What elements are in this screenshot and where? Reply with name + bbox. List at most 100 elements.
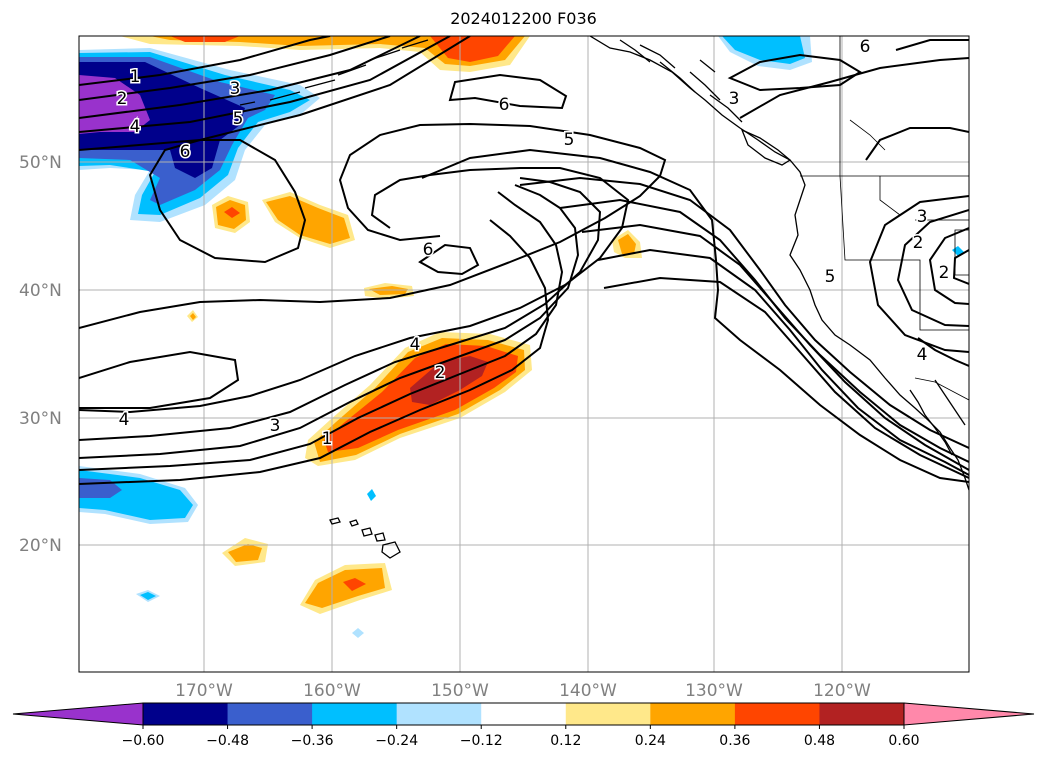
hawaii-islands [329, 517, 401, 559]
colorbar-segment [650, 703, 736, 725]
pos-anomaly-south-b-orange [305, 568, 385, 608]
colorbar-tick-label: −0.60 [122, 733, 165, 749]
small-neg-patch-2 [352, 628, 364, 638]
colorbar-tick-label: 0.48 [804, 733, 835, 749]
colorbar-segment [227, 703, 313, 725]
contour-label: 6 [499, 95, 510, 115]
contour-nw-closed [148, 139, 307, 264]
colorbar-tick-label: −0.48 [206, 733, 249, 749]
contour-north-1 [79, 36, 331, 86]
contour-ridge-4 [79, 177, 602, 441]
contour-trough-5 [597, 248, 969, 476]
contour-ne-4 [895, 39, 969, 51]
contour-ridge-3 [79, 167, 630, 414]
contour-label: 3 [917, 207, 928, 227]
contour-6-closed [418, 243, 480, 276]
us-mexico-border [914, 377, 969, 401]
lat-label-20n: 20°N [19, 536, 62, 556]
map-title: 2024012200 F036 [450, 9, 597, 28]
contour-trough-6 [603, 276, 969, 479]
contour-north-2 [79, 36, 391, 101]
contour-ne-low-1 [727, 53, 862, 92]
colorbar-tick-label: 0.60 [888, 733, 919, 749]
lat-label-30n: 30°N [19, 409, 62, 429]
contour-label: 5 [564, 130, 575, 150]
colorbar-tick-label: 0.24 [635, 733, 666, 749]
vancouver-island [740, 128, 792, 166]
colorbar-tick-label: 0.12 [550, 733, 581, 749]
pos-anomaly-spot-e-orange [618, 234, 636, 254]
pos-anomaly-spot-b-orange [266, 196, 350, 244]
colorbar-tick-label: −0.36 [291, 733, 334, 749]
contour-east-coast [917, 337, 969, 367]
contour-label: 4 [917, 345, 928, 365]
contour-ridge-7 [79, 219, 550, 485]
contour-ne-3 [865, 127, 969, 161]
contour-north-4 [79, 36, 451, 133]
gulf-of-california [934, 379, 966, 426]
contour-label: 4 [130, 117, 141, 137]
colorbar-segment [143, 703, 229, 725]
contour-label: 2 [117, 89, 128, 109]
colorbar-extend-min [12, 702, 144, 726]
small-neg-patch-3 [367, 489, 376, 501]
graticule [79, 36, 969, 672]
colorbar-tick-label: 0.36 [719, 733, 750, 749]
contour-east-low-4 [952, 249, 969, 285]
contour-6-north-closed [448, 73, 568, 110]
contour-label: 5 [233, 109, 244, 129]
pos-anomaly-spot-a-red [224, 207, 240, 218]
contour-label: 4 [119, 410, 130, 430]
lat-label-40n: 40°N [19, 281, 62, 301]
colorbar-segment [819, 703, 905, 725]
contour-label: 2 [913, 233, 924, 253]
contour-ne-low-2 [739, 57, 969, 119]
baja-california-coast [909, 389, 953, 456]
contour-trough-2 [519, 176, 969, 449]
lon-label-140w: 140°W [559, 681, 617, 701]
lon-label-130w: 130°W [685, 681, 743, 701]
contour-ridge-1 [79, 122, 667, 329]
contour-north-3 [79, 36, 421, 119]
lon-label-160w: 160°W [303, 681, 361, 701]
lat-label-50n: 50°N [19, 153, 62, 173]
contour-east-low-2 [896, 209, 969, 327]
colorbar-extend-max [903, 702, 1035, 726]
contour-east-low-3 [928, 227, 969, 305]
colorbar-tick-label: −0.24 [375, 733, 418, 749]
pos-anomaly-north-orange [150, 36, 525, 66]
colorbar-segment [396, 703, 482, 725]
pos-anomaly-north-red [430, 36, 515, 62]
pos-anomaly-south-b-red [343, 578, 366, 591]
colorbar-segment [734, 703, 820, 725]
contour-label: 2 [939, 263, 950, 283]
contour-label: 3 [270, 416, 281, 436]
map-frame [78, 35, 970, 673]
contour-label: 6 [423, 240, 434, 260]
colorbar-segment [565, 703, 651, 725]
contour-east-low-1 [868, 195, 969, 353]
small-neg-patch-1b [140, 592, 156, 600]
colorbar-segment [481, 703, 567, 725]
lon-label-150w: 150°W [431, 681, 489, 701]
contour-ridge-6 [79, 191, 564, 471]
latitude-labels: 50°N 40°N 30°N 20°N [19, 153, 62, 556]
contour-label: 3 [230, 79, 241, 99]
contour-ridge-2 [79, 350, 240, 409]
colorbar-segment [312, 703, 398, 725]
contour-label: 6 [860, 37, 871, 57]
contour-trough-3 [559, 198, 969, 463]
alaska-panhandle-islands [619, 39, 743, 123]
pos-anomaly-spot-d-inner [190, 313, 196, 320]
contour-label: 3 [729, 89, 740, 109]
contour-label: 6 [180, 142, 191, 162]
us-state-borders [839, 36, 969, 331]
contour-trough-4 [581, 223, 969, 471]
neg-anomaly-nw-purple [79, 75, 150, 134]
pos-anomaly-main-darkred [410, 356, 488, 405]
contour-label: 2 [435, 363, 446, 383]
contour-label: 5 [825, 267, 836, 287]
pos-anomaly-north-red-2 [170, 36, 240, 42]
contour-north-5 [79, 36, 471, 151]
